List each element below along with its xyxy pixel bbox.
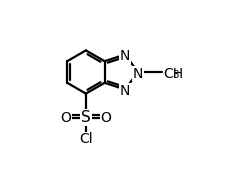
Text: N: N [133,66,143,80]
Text: CH: CH [163,66,183,80]
Text: Cl: Cl [79,132,93,146]
Text: N: N [120,49,130,63]
Text: S: S [81,110,91,125]
Text: O: O [100,111,111,125]
Text: O: O [61,111,72,125]
Text: 3: 3 [172,70,178,80]
Text: N: N [120,84,130,98]
